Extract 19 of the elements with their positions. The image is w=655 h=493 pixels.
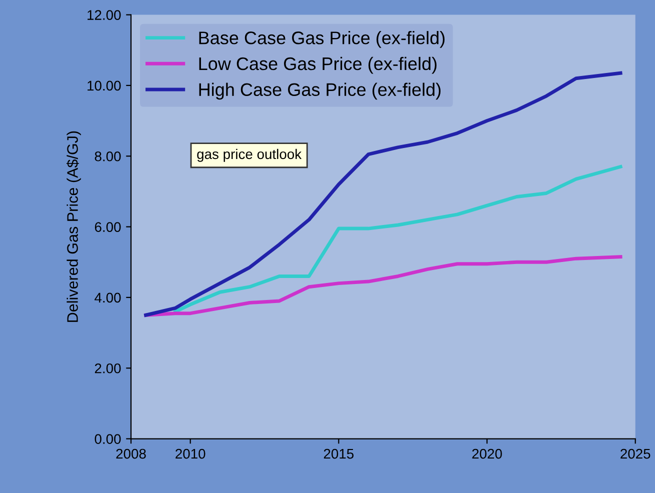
legend-label: High Case Gas Price (ex-field) <box>199 82 441 100</box>
legend-label: Low Case Gas Price (ex-field) <box>199 56 437 74</box>
y-tick-label: 2.00 <box>94 363 121 374</box>
line-series <box>144 255 622 317</box>
y-tick-label: 6.00 <box>94 222 121 232</box>
legend-label: Base Case Gas Price (ex-field) <box>199 31 445 48</box>
x-tick-label: 2020 <box>472 448 502 459</box>
y-axis-title: Delivered Gas Price (A$/GJ) <box>66 131 81 322</box>
y-tick-label: 4.00 <box>94 292 121 303</box>
y-tick-label: 12.00 <box>88 10 121 20</box>
y-tick-label: 0.00 <box>94 434 121 444</box>
x-tick-label: 2015 <box>324 448 354 459</box>
x-tick-label: 2008 <box>116 448 146 459</box>
x-tick-label: 2010 <box>176 448 206 459</box>
x-tick-label: 2025 <box>620 448 650 459</box>
annotation: gas price outlook <box>197 148 302 162</box>
y-tick-label: 10.00 <box>88 80 121 91</box>
line-series <box>174 164 622 314</box>
y-tick-label: 8.00 <box>94 151 121 162</box>
